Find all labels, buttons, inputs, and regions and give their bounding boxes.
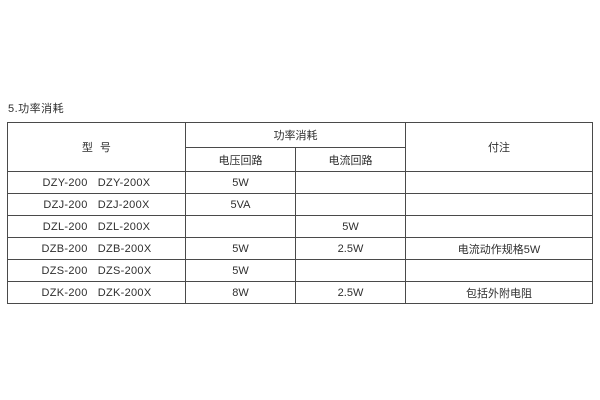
model-cell: DZS-200 DZS-200X: [7, 259, 186, 282]
table-row-dzy: DZY-200 DZY-200X 5W: [7, 171, 593, 194]
header-model: 型 号: [7, 122, 186, 172]
current-circuit-cell: [295, 171, 406, 194]
header-notes: 付注: [405, 122, 593, 172]
current-circuit-cell: 5W: [295, 215, 406, 238]
table-row-dzj: DZJ-200 DZJ-200X 5VA: [7, 193, 593, 216]
table-row-dzb: DZB-200 DZB-200X 5W 2.5W 电流动作规格5W: [7, 237, 593, 260]
header-row-top: 型 号 功率消耗 付注: [7, 122, 593, 172]
voltage-circuit-cell: 8W: [185, 281, 296, 304]
notes-cell: [405, 215, 593, 238]
power-consumption-table: 型 号 功率消耗 付注 电压回路 电流回路 DZY-200 DZY-200X 5…: [7, 122, 593, 304]
current-circuit-cell: [295, 193, 406, 216]
voltage-circuit-cell: 5VA: [185, 193, 296, 216]
voltage-circuit-cell: 5W: [185, 259, 296, 282]
header-row-sub: 电压回路 电流回路: [8, 147, 593, 172]
current-circuit-cell: [295, 259, 406, 282]
model-cell: DZY-200 DZY-200X: [7, 171, 186, 194]
table-row-dzl: DZL-200 DZL-200X 5W: [7, 215, 593, 238]
header-voltage-circuit: 电压回路: [185, 147, 296, 172]
section-title: 5.功率消耗: [8, 103, 65, 115]
model-cell: DZB-200 DZB-200X: [7, 237, 186, 260]
header-current-circuit: 电流回路: [295, 147, 406, 172]
current-circuit-cell: 2.5W: [295, 281, 406, 304]
current-circuit-cell: 2.5W: [295, 237, 406, 260]
notes-cell: [405, 259, 593, 282]
table-row-dzs: DZS-200 DZS-200X 5W: [7, 259, 593, 282]
voltage-circuit-cell: 5W: [185, 171, 296, 194]
header-power-consumption: 功率消耗: [185, 122, 406, 148]
model-cell: DZJ-200 DZJ-200X: [7, 193, 186, 216]
notes-cell: [405, 171, 593, 194]
model-cell: DZK-200 DZK-200X: [7, 281, 186, 304]
notes-cell: [405, 193, 593, 216]
notes-cell: 电流动作规格5W: [405, 237, 593, 260]
table-row-dzk: DZK-200 DZK-200X 8W 2.5W 包括外附电阻: [7, 281, 593, 304]
model-cell: DZL-200 DZL-200X: [7, 215, 186, 238]
notes-cell: 包括外附电阻: [405, 281, 593, 304]
voltage-circuit-cell: 5W: [185, 237, 296, 260]
voltage-circuit-cell: [185, 215, 296, 238]
